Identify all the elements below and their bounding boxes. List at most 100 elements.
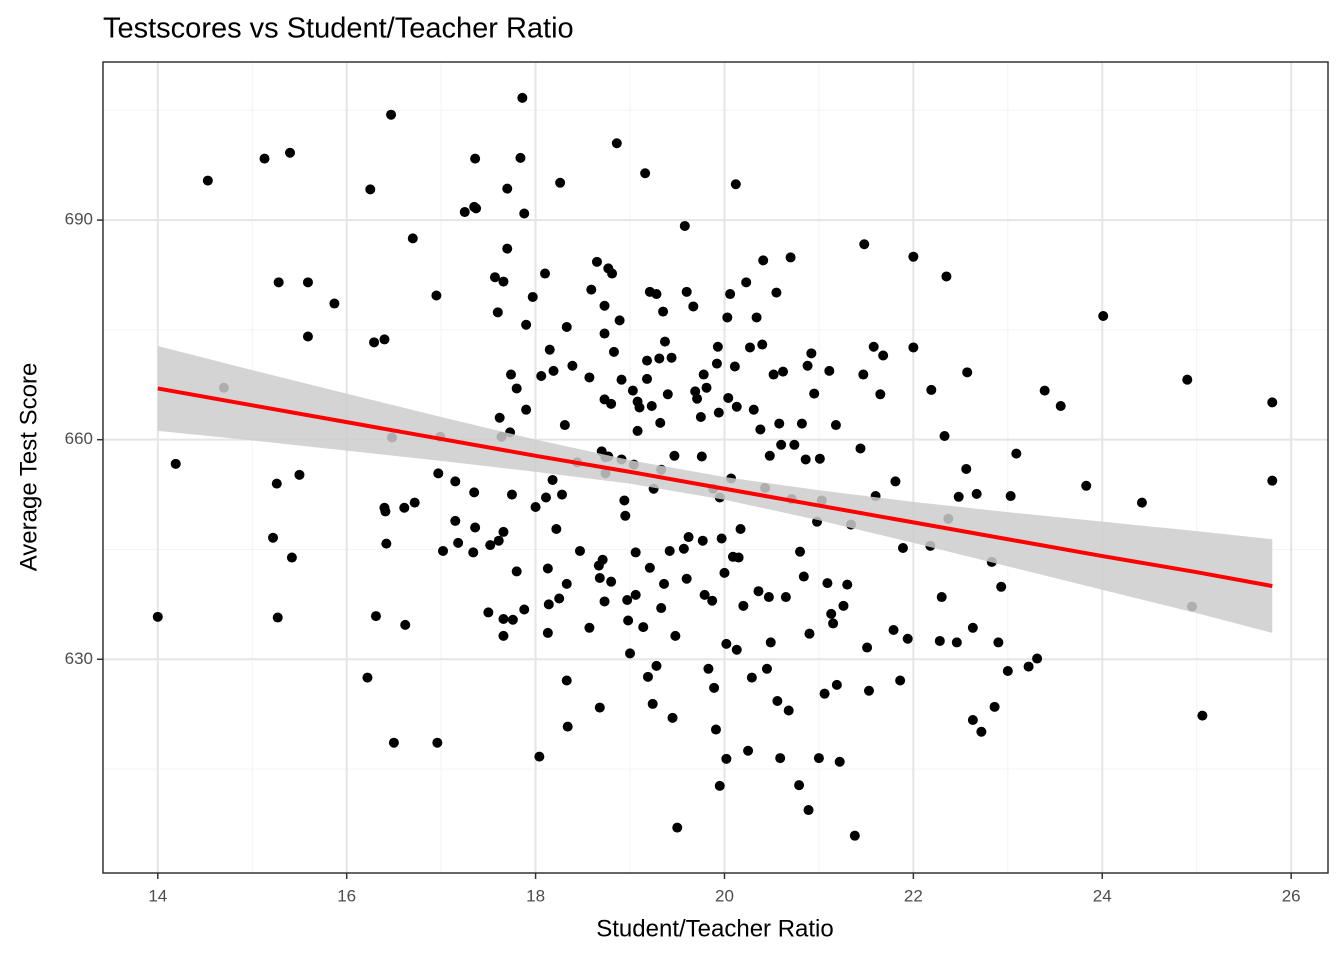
y-tick-label: 630 [65, 649, 93, 668]
point [607, 268, 618, 279]
point [778, 366, 789, 377]
point [302, 277, 313, 288]
point [698, 369, 709, 380]
point [511, 383, 522, 394]
point [608, 346, 619, 357]
point [961, 463, 972, 474]
point [711, 358, 722, 369]
point [380, 506, 391, 517]
point [683, 532, 694, 543]
point [802, 360, 813, 371]
point [902, 633, 913, 644]
point [731, 644, 742, 655]
point [888, 624, 899, 635]
point [620, 510, 631, 521]
point [774, 418, 785, 429]
chart-title: Testscores vs Student/Teacher Ratio [103, 13, 574, 45]
point [433, 468, 444, 479]
point [803, 805, 814, 816]
point [561, 578, 572, 589]
point [469, 487, 480, 498]
point [868, 341, 879, 352]
point [432, 737, 443, 748]
point [599, 300, 610, 311]
point [731, 401, 742, 412]
point [758, 255, 769, 266]
point [399, 502, 410, 513]
point [967, 715, 978, 726]
point [875, 389, 886, 400]
point [625, 648, 636, 659]
point [554, 593, 565, 604]
point [993, 637, 1004, 648]
point [722, 312, 733, 323]
point [1136, 497, 1147, 508]
point [542, 627, 553, 638]
point [544, 344, 555, 355]
point [616, 374, 627, 385]
point [659, 336, 670, 347]
point [670, 630, 681, 641]
point [795, 546, 806, 557]
point [703, 663, 714, 674]
point [709, 682, 720, 693]
point [859, 239, 870, 250]
point [630, 547, 641, 558]
point [695, 411, 706, 422]
point [659, 578, 670, 589]
point [498, 526, 509, 537]
point [908, 251, 919, 262]
point [642, 373, 653, 384]
point [699, 589, 710, 600]
point [584, 622, 595, 633]
point [540, 492, 551, 503]
x-tick-label: 18 [526, 886, 545, 905]
point [642, 671, 653, 682]
point [953, 491, 964, 502]
point [838, 600, 849, 611]
point [1182, 374, 1193, 385]
point [470, 153, 481, 164]
point [776, 439, 787, 450]
point [741, 277, 752, 288]
x-tick-label: 22 [904, 886, 923, 905]
point [453, 537, 464, 548]
point [834, 756, 845, 767]
point [630, 589, 641, 600]
point [830, 420, 841, 431]
point [783, 705, 794, 716]
point [789, 439, 800, 450]
point [634, 402, 645, 413]
point [710, 724, 721, 735]
point [730, 179, 741, 190]
point [640, 168, 651, 179]
x-axis-title: Student/Teacher Ratio [596, 915, 833, 942]
point [285, 147, 296, 158]
point [755, 424, 766, 435]
point [483, 607, 494, 618]
point [489, 272, 500, 283]
point [712, 341, 723, 352]
point [536, 371, 547, 382]
point [890, 476, 901, 487]
point [785, 252, 796, 263]
point [908, 342, 919, 353]
point [622, 594, 633, 605]
point [627, 385, 638, 396]
point [379, 334, 390, 345]
point [666, 352, 677, 363]
point [517, 92, 528, 103]
point [470, 522, 481, 533]
point [567, 360, 578, 371]
point [493, 535, 504, 546]
point [547, 474, 558, 485]
point [941, 271, 952, 282]
point [798, 571, 809, 582]
point [804, 628, 815, 639]
point [511, 566, 522, 577]
point [606, 398, 617, 409]
point [678, 543, 689, 554]
point [498, 276, 509, 287]
point [519, 208, 530, 219]
point [939, 431, 950, 442]
